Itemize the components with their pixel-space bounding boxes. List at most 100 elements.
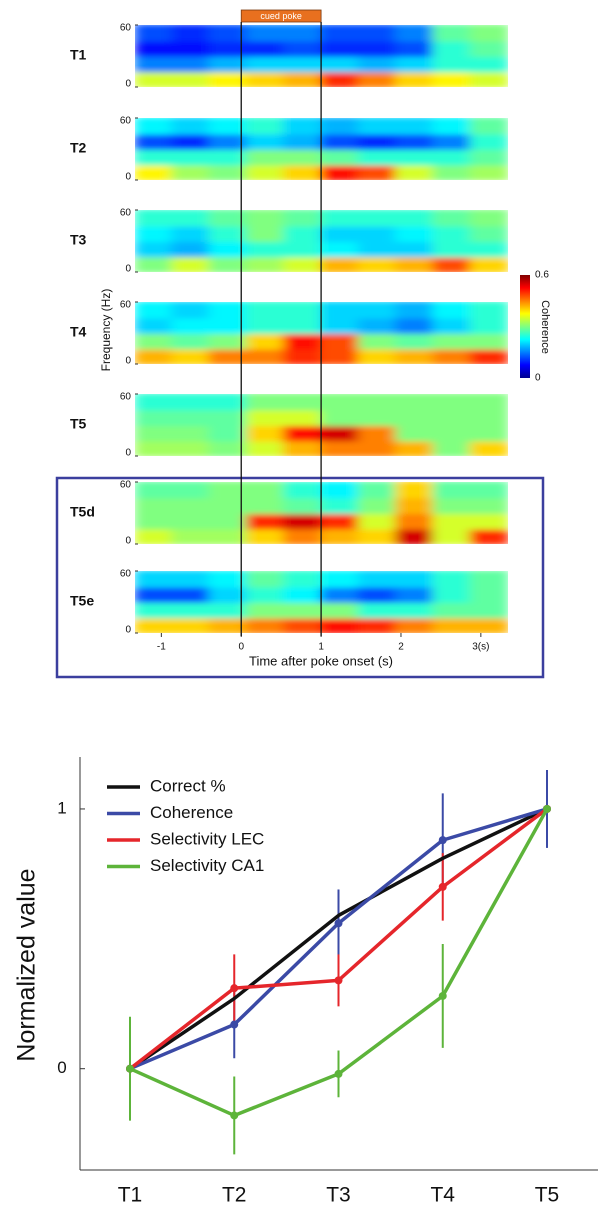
colorbar-tick-label: 0.6 [535, 270, 549, 281]
heatmap-cell [432, 512, 472, 530]
heatmap-cell [395, 210, 435, 227]
heatmap-cell [135, 25, 174, 42]
heatmap-cell [283, 70, 323, 87]
heatmap-cell [432, 496, 472, 514]
heatmap-cell [320, 55, 360, 73]
heatmap-cell [469, 616, 508, 633]
heatmap-cell [395, 496, 435, 514]
point [438, 991, 447, 1000]
series-line [129, 807, 548, 1071]
heatmap-cell [245, 347, 286, 364]
point [438, 836, 447, 845]
heatmap-cell [283, 332, 323, 350]
heatmap-cell [320, 496, 360, 514]
legend-label: Coherence [150, 803, 233, 822]
heatmap-cell [320, 527, 360, 544]
heatmap-cell [171, 601, 211, 619]
panel-label: T4 [70, 324, 87, 340]
heatmap-cell [395, 25, 435, 42]
heatmap-cell [245, 512, 286, 530]
y-tick-label: 60 [120, 392, 132, 403]
heatmap-cell [469, 316, 508, 334]
heatmap-cell [320, 482, 360, 499]
heatmap-cell [320, 394, 360, 411]
heatmap-cell [432, 424, 472, 442]
heatmap-cell [171, 148, 211, 166]
heatmap-cell [432, 347, 472, 364]
heatmap-cell [357, 527, 398, 544]
heatmap-cell [320, 224, 360, 242]
heatmap-cell [432, 240, 472, 258]
heatmap-cell [171, 585, 211, 603]
panel-label: T2 [70, 140, 87, 156]
y-tick-label: 0 [125, 172, 131, 183]
heatmap-cell [469, 70, 508, 87]
heatmap-cell [432, 571, 472, 588]
heatmap-cell [283, 601, 323, 619]
heatmap-cell [469, 25, 508, 42]
heatmap-cell [357, 132, 398, 150]
heatmap-cell [208, 496, 248, 514]
x-tick-label: T2 [222, 1184, 247, 1207]
heatmap-cell [469, 118, 508, 135]
heatmap-cell [171, 424, 211, 442]
heatmap-cell [208, 240, 248, 258]
heatmap-cell [245, 496, 286, 514]
heatmap-cell [208, 132, 248, 150]
heatmap-cell [283, 496, 323, 514]
heatmap-cell [245, 302, 286, 319]
heatmap-cell [395, 512, 435, 530]
y-tick-label: 60 [120, 300, 132, 311]
y-axis-label: Normalized value [13, 868, 41, 1061]
heatmap-cell [245, 39, 286, 57]
heatmap-cell [245, 616, 286, 633]
heatmap-cell [245, 25, 286, 42]
heatmap-cell [320, 585, 360, 603]
heatmap-cell [320, 132, 360, 150]
heatmap-cell [432, 163, 472, 180]
heatmap-cell [171, 332, 211, 350]
heatmap-cell [208, 25, 248, 42]
heatmap-cell [171, 496, 211, 514]
heatmap-cell [432, 25, 472, 42]
panel-label: T3 [70, 232, 87, 248]
panel-label: T5e [70, 593, 94, 609]
heatmap-cell [283, 55, 323, 73]
heatmap-cell [171, 210, 211, 227]
heatmap-cells [135, 394, 508, 456]
heatmap-cell [171, 70, 211, 87]
heatmap-cell [283, 39, 323, 57]
y-tick-label: 60 [120, 116, 132, 127]
heatmap-cell [357, 163, 398, 180]
heatmap-cell [245, 332, 286, 350]
heatmap-cell [135, 118, 174, 135]
heatmap-cell [432, 255, 472, 272]
colorbar-label: Coherence [539, 300, 551, 354]
heatmap-cell [469, 482, 508, 499]
heatmap-cell [357, 39, 398, 57]
heatmap-cell [245, 70, 286, 87]
x-axis-label: Time after poke onset (s) [249, 653, 393, 668]
y-tick-label: 0 [125, 536, 131, 547]
heatmap-cell [171, 347, 211, 364]
heatmap-cell [395, 347, 435, 364]
heatmap-cells [135, 571, 508, 633]
heatmap-cell [357, 496, 398, 514]
heatmap-cell [135, 601, 174, 619]
heatmap-cell [245, 482, 286, 499]
annotation-text: cued poke [260, 11, 302, 21]
heatmap-cell [432, 601, 472, 619]
heatmap-cell [357, 302, 398, 319]
heatmap-cell [135, 39, 174, 57]
heatmap-cell [357, 316, 398, 334]
heatmap-cell [357, 439, 398, 456]
heatmap-cell [469, 394, 508, 411]
heatmap-cell [171, 240, 211, 258]
heatmap-cell [283, 482, 323, 499]
heatmap-cell [245, 408, 286, 426]
heatmap-cell [135, 210, 174, 227]
heatmap-cell [135, 496, 174, 514]
heatmap-cell [320, 439, 360, 456]
heatmap-cell [245, 424, 286, 442]
highlight-box [55, 476, 545, 679]
